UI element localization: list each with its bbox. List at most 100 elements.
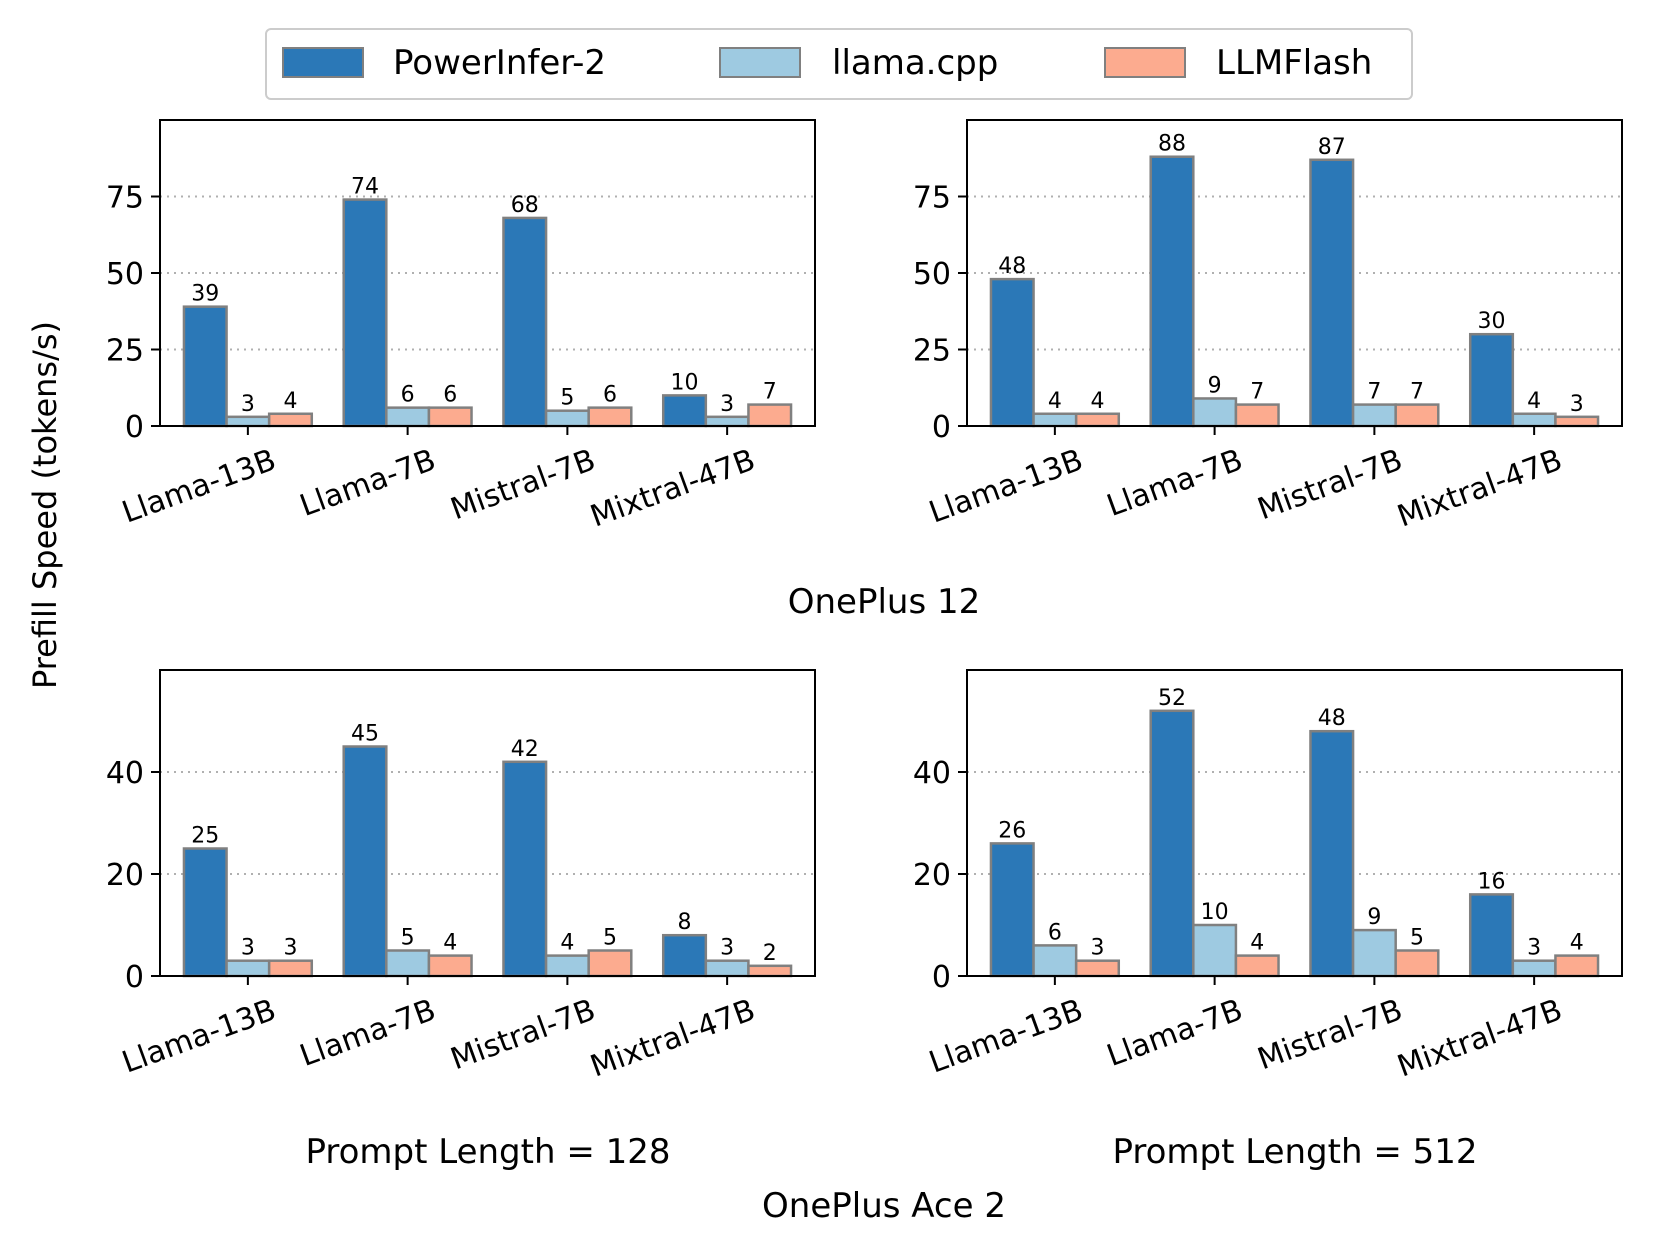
bar-powerinfer-2-llama-13b: [182, 305, 228, 428]
bar-value-label: 4: [1250, 931, 1264, 956]
y-tick-label: 75: [913, 181, 951, 216]
bar-llmflash-mistral-7b: [1394, 403, 1440, 428]
y-tick-label: 50: [106, 257, 144, 292]
prompt-caption-128: Prompt Length = 128: [305, 1132, 670, 1172]
x-tick-label: Llama-7B: [1102, 443, 1247, 524]
x-tick-label: Mixtral-47B: [1393, 993, 1567, 1085]
x-tick-label: Llama-7B: [295, 993, 440, 1074]
x-tick-label: Mixtral-47B: [1393, 443, 1567, 535]
y-tick-label: 20: [913, 858, 951, 893]
x-tick-label: Llama-7B: [1102, 993, 1247, 1074]
bar-llmflash-mixtral-47b: [1554, 954, 1600, 978]
bar-powerinfer-2-mixtral-47b: [1468, 893, 1515, 978]
axes-frame: [966, 119, 1623, 427]
x-tick-label: Mistral-7B: [1253, 443, 1407, 528]
bar-llmflash-llama-7b: [427, 406, 473, 428]
bar-llmflash-llama-13b: [267, 412, 314, 428]
bar-powerinfer-2-mixtral-47b: [661, 933, 708, 978]
bar-value-label: 4: [283, 389, 297, 414]
bar-value-label: 3: [241, 392, 255, 417]
legend-frame: [265, 28, 1413, 100]
bar-powerinfer-2-llama-13b: [182, 847, 228, 978]
bar-value-label: 2: [763, 941, 777, 966]
x-tick-label: Mixtral-47B: [586, 993, 760, 1085]
bar-llmflash-mistral-7b: [1394, 949, 1440, 978]
x-tick-label: Llama-13B: [118, 993, 281, 1081]
bar-value-label: 26: [998, 818, 1026, 843]
bar-powerinfer-2-llama-13b: [989, 842, 1035, 978]
y-tick-label: 25: [106, 334, 144, 369]
bar-llmflash-llama-13b: [1074, 959, 1121, 978]
bar-llmflash-llama-7b: [427, 954, 473, 978]
bar-value-label: 10: [671, 370, 699, 395]
bar-powerinfer-2-llama-7b: [342, 745, 388, 978]
bar-llama-cpp-mixtral-47b: [704, 959, 750, 978]
bar-llama-cpp-llama-7b: [385, 406, 431, 428]
x-tick-label: Mistral-7B: [446, 443, 600, 528]
bar-value-label: 6: [401, 383, 415, 408]
y-tick-label: 40: [106, 756, 144, 791]
y-axis-label: Prefill Speed (tokens/s): [26, 321, 64, 689]
y-tick-label: 0: [932, 960, 951, 995]
bar-value-label: 5: [603, 926, 617, 951]
bar-powerinfer-2-mistral-7b: [1309, 158, 1355, 428]
bar-llama-cpp-mixtral-47b: [1511, 959, 1557, 978]
bar-llama-cpp-mistral-7b: [1351, 928, 1397, 978]
bar-value-label: 4: [1527, 389, 1541, 414]
bar-llama-cpp-llama-7b: [385, 949, 431, 978]
legend-swatch-powerinfer: [282, 47, 364, 78]
bar-value-label: 7: [1410, 380, 1424, 405]
x-tick-label: Llama-7B: [295, 443, 440, 524]
device-caption-oneplusace2: OnePlus Ace 2: [762, 1186, 1006, 1226]
bar-powerinfer-2-mixtral-47b: [1468, 332, 1515, 428]
axes-frame: [159, 669, 816, 977]
bar-powerinfer-2-llama-7b: [1149, 155, 1195, 428]
bar-value-label: 3: [241, 936, 255, 961]
y-tick-label: 75: [106, 181, 144, 216]
bar-llmflash-llama-7b: [1234, 403, 1280, 428]
bar-llmflash-mixtral-47b: [1554, 415, 1600, 428]
device-caption-oneplus12: OnePlus 12: [788, 582, 981, 622]
bar-llmflash-mixtral-47b: [747, 403, 793, 428]
legend-swatch-llamacpp: [719, 47, 801, 78]
bar-llama-cpp-llama-7b: [1192, 397, 1238, 428]
bar-value-label: 5: [401, 926, 415, 951]
bar-value-label: 88: [1158, 132, 1186, 157]
bar-value-label: 10: [1201, 900, 1229, 925]
bar-value-label: 3: [283, 936, 297, 961]
y-tick-label: 40: [913, 756, 951, 791]
prompt-caption-512: Prompt Length = 512: [1112, 1132, 1477, 1172]
bar-value-label: 30: [1478, 309, 1506, 334]
y-tick-label: 20: [106, 858, 144, 893]
bar-value-label: 48: [1318, 706, 1346, 731]
bar-powerinfer-2-llama-13b: [989, 277, 1035, 428]
bar-value-label: 3: [720, 392, 734, 417]
bar-value-label: 42: [511, 737, 539, 762]
bar-powerinfer-2-llama-7b: [1149, 709, 1195, 978]
bar-powerinfer-2-mistral-7b: [502, 760, 548, 978]
x-tick-label: Mistral-7B: [1253, 993, 1407, 1078]
bar-value-label: 6: [443, 383, 457, 408]
bar-value-label: 74: [351, 175, 379, 200]
bar-value-label: 3: [1090, 936, 1104, 961]
bar-value-label: 9: [1367, 905, 1381, 930]
bar-value-label: 8: [678, 910, 692, 935]
legend-label-llmflash: LLMFlash: [1216, 43, 1372, 83]
bar-llama-cpp-llama-13b: [225, 415, 271, 428]
bar-value-label: 7: [1367, 380, 1381, 405]
bar-llama-cpp-mistral-7b: [1351, 403, 1397, 428]
legend-swatch-llmflash: [1104, 47, 1186, 78]
bar-llama-cpp-llama-7b: [1192, 923, 1238, 978]
bar-value-label: 25: [191, 824, 219, 849]
y-tick-label: 25: [913, 334, 951, 369]
x-tick-label: Llama-13B: [925, 443, 1088, 531]
y-tick-label: 0: [125, 960, 144, 995]
bar-value-label: 3: [1570, 392, 1584, 417]
bar-value-label: 3: [720, 936, 734, 961]
bar-value-label: 7: [763, 380, 777, 405]
panel-oneplus12-512: 48 4 4 Llama-13B 88 9 7 Llama-7B 87 7 7 Mistral-7B 3…: [913, 119, 1623, 535]
bar-llama-cpp-mistral-7b: [544, 954, 590, 978]
legend: PowerInfer-2 llama.cpp LLMFlash: [265, 28, 1413, 100]
